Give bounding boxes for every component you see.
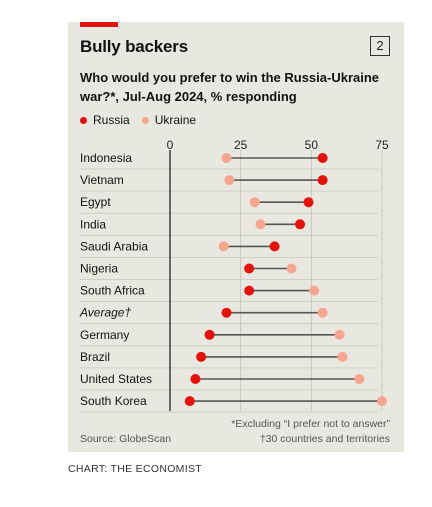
ukraine-point: [249, 197, 260, 208]
category-label: Germany: [80, 328, 129, 342]
chart-subtitle: Who would you prefer to win the Russia-U…: [80, 70, 380, 104]
ukraine-point: [221, 153, 232, 163]
russia-point: [317, 153, 328, 163]
footnotes: *Excluding “I prefer not to answer” †30 …: [231, 417, 390, 447]
category-label: Egypt: [80, 195, 111, 209]
russia-point: [221, 307, 232, 318]
x-tick-label: 50: [305, 138, 319, 152]
chart-credit: CHART: THE ECONOMIST: [68, 463, 202, 475]
russia-point: [244, 285, 255, 296]
category-label: South Africa: [80, 284, 145, 298]
russia-point: [244, 263, 255, 274]
x-tick-label: 25: [234, 138, 248, 152]
x-tick-label: 75: [375, 138, 389, 152]
chart-number-badge: 2: [370, 36, 390, 56]
dumbbell-chart: 0 25 50 75 Indonesia Vietnam Egypt India Saudi A…: [79, 138, 389, 413]
ukraine-point: [337, 351, 348, 362]
ukraine-point: [255, 219, 266, 230]
ukraine-dot-icon: [141, 116, 149, 124]
russia-point: [317, 175, 328, 186]
legend-item-ukraine: Ukraine: [141, 113, 197, 127]
ukraine-point: [354, 374, 365, 384]
category-label: United States: [80, 372, 152, 386]
chart-card: Bully backers 2 Who would you prefer to …: [68, 22, 404, 452]
ukraine-point: [377, 396, 387, 407]
ukraine-point: [224, 175, 235, 186]
legend-label-ukraine: Ukraine: [154, 113, 197, 127]
category-label: Indonesia: [80, 151, 132, 165]
ukraine-point: [317, 307, 328, 318]
russia-point: [204, 329, 215, 340]
category-label: India: [80, 217, 106, 231]
russia-point: [190, 374, 201, 384]
brand-accent-bar: [80, 22, 118, 27]
footnote-excluding: *Excluding “I prefer not to answer”: [231, 418, 390, 430]
ukraine-point: [334, 329, 345, 340]
russia-point: [196, 351, 207, 362]
legend-item-russia: Russia: [80, 113, 130, 127]
category-label: South Korea: [80, 394, 147, 408]
chart-title: Bully backers: [80, 37, 188, 56]
russia-point: [303, 197, 314, 208]
category-label: Nigeria: [80, 262, 118, 276]
footnote-average: †30 countries and territories: [259, 433, 390, 445]
chart-legend: Russia Ukraine: [80, 113, 208, 127]
ukraine-point: [218, 241, 229, 252]
category-label: Saudi Arabia: [80, 239, 148, 253]
russia-dot-icon: [80, 116, 87, 124]
category-label: Average†: [79, 306, 131, 320]
russia-point: [184, 396, 195, 407]
russia-point: [269, 241, 280, 252]
x-tick-label: 0: [167, 138, 174, 152]
source-note: Source: GlobeScan: [80, 433, 172, 445]
ukraine-point: [286, 263, 297, 274]
category-label: Brazil: [80, 350, 110, 364]
legend-label-russia: Russia: [93, 113, 130, 127]
category-label: Vietnam: [80, 173, 124, 187]
russia-point: [295, 219, 306, 230]
ukraine-point: [309, 285, 320, 296]
